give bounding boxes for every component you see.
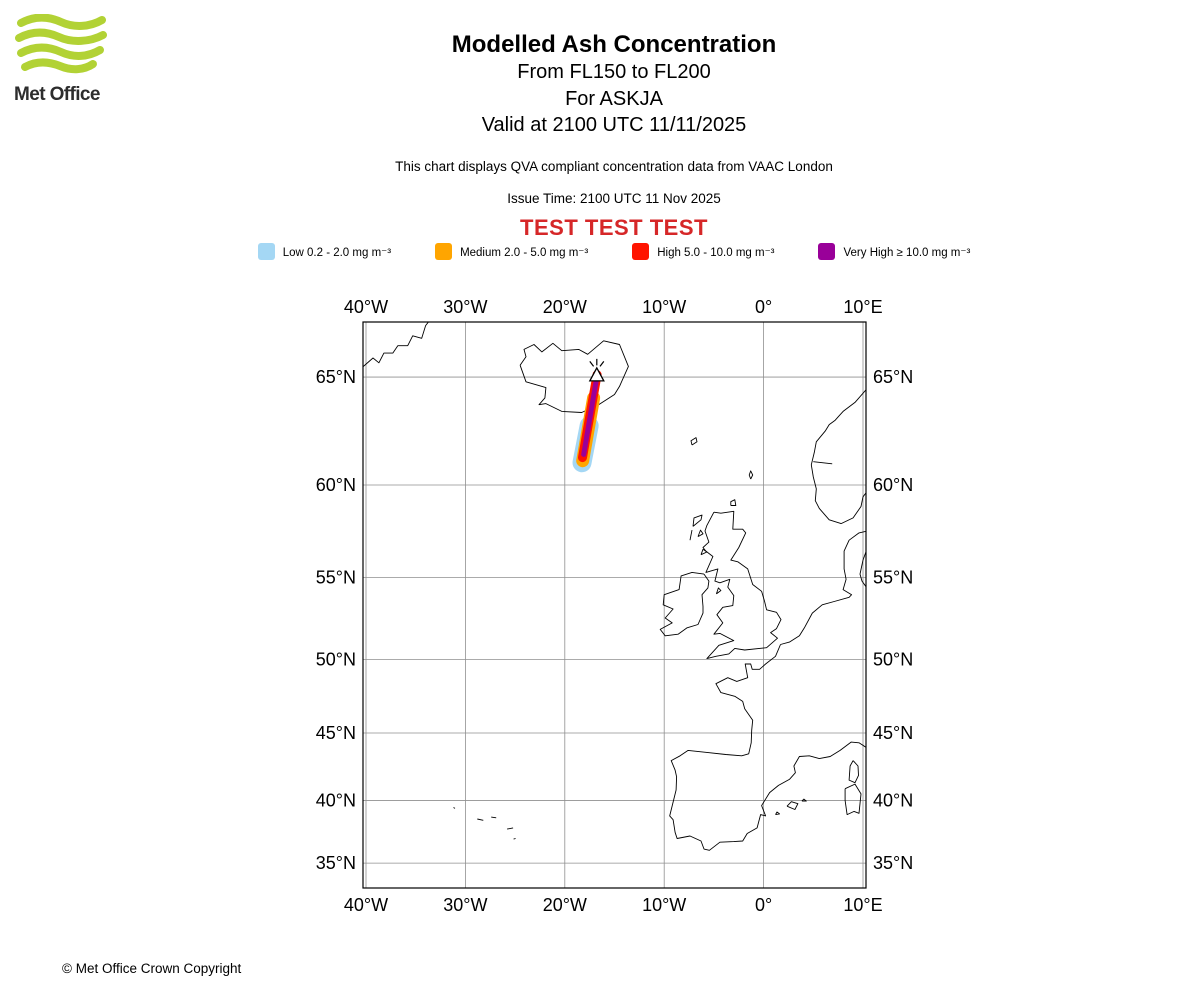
copyright-text: © Met Office Crown Copyright xyxy=(62,961,242,976)
latitude-label-left: 55°N xyxy=(316,568,356,588)
met-office-logo-icon xyxy=(15,13,107,74)
coastline xyxy=(477,818,484,821)
coastline xyxy=(669,644,866,851)
coastline xyxy=(844,783,862,816)
coastline xyxy=(848,760,859,784)
longitude-label-top: 40°W xyxy=(344,297,388,317)
met-office-logo: Met Office xyxy=(14,13,108,106)
latitude-label-right: 65°N xyxy=(873,367,913,387)
latitude-label-left: 65°N xyxy=(316,367,356,387)
longitude-label-bottom: 40°W xyxy=(344,895,388,915)
longitude-label-top: 30°W xyxy=(443,297,487,317)
latitude-label-right: 35°N xyxy=(873,853,913,873)
legend-swatch-low-icon xyxy=(257,243,275,260)
coastline xyxy=(692,514,703,527)
map-layers xyxy=(363,322,866,888)
longitude-label-top: 10°E xyxy=(843,297,882,317)
volcano-name-line: For ASKJA xyxy=(565,87,663,110)
latitude-label-right: 40°N xyxy=(873,790,913,810)
latitude-label-left: 60°N xyxy=(316,475,356,495)
legend: Low 0.2 - 2.0 mg m⁻³ Medium 2.0 - 5.0 mg… xyxy=(28,243,1200,260)
latitude-label-right: 45°N xyxy=(873,723,913,743)
legend-label-medium: Medium 2.0 - 5.0 mg m⁻³ xyxy=(460,246,589,259)
ash-plume-very-high xyxy=(581,375,600,457)
test-banner: TEST TEST TEST xyxy=(520,214,708,240)
latitude-label-right: 60°N xyxy=(873,475,913,495)
coastline xyxy=(507,827,514,830)
legend-label-low: Low 0.2 - 2.0 mg m⁻³ xyxy=(282,246,392,259)
latitude-label-left: 35°N xyxy=(316,853,356,873)
legend-swatch-medium-icon xyxy=(435,243,453,260)
valid-time-line: Valid at 2100 UTC 11/11/2025 xyxy=(481,114,747,136)
latitude-label-left: 50°N xyxy=(316,649,356,669)
volcano-marker-icon xyxy=(588,358,605,382)
coastline xyxy=(748,470,754,480)
legend-item-high: High 5.0 - 10.0 mg m⁻³ xyxy=(632,243,774,260)
qva-compliance-note: This chart displays QVA compliant concen… xyxy=(395,158,833,174)
coastline xyxy=(780,530,866,645)
coastline xyxy=(697,529,704,537)
coastline xyxy=(859,550,866,588)
issue-time-line: Issue Time: 2100 UTC 11 Nov 2025 xyxy=(507,190,721,206)
longitude-label-bottom: 10°E xyxy=(843,895,882,915)
longitude-label-top: 10°W xyxy=(642,297,686,317)
latitude-label-right: 50°N xyxy=(873,649,913,669)
legend-swatch-very-high-icon xyxy=(818,243,836,260)
flight-levels-line: From FL150 to FL200 xyxy=(517,61,711,83)
legend-swatch-high-icon xyxy=(632,243,650,260)
latitude-label-left: 40°N xyxy=(316,790,356,810)
longitude-label-bottom: 0° xyxy=(755,895,772,915)
longitude-label-bottom: 20°W xyxy=(543,895,587,915)
coastline xyxy=(786,801,799,810)
chart-header: Modelled Ash Concentration From FL150 to… xyxy=(28,31,1200,241)
chart-title: Modelled Ash Concentration xyxy=(451,31,777,58)
coastline xyxy=(730,499,737,506)
latitude-label-left: 45°N xyxy=(316,723,356,743)
map-frame xyxy=(362,321,867,889)
coastline xyxy=(363,322,429,368)
coastline xyxy=(690,437,698,446)
legend-item-medium: Medium 2.0 - 5.0 mg m⁻³ xyxy=(435,243,588,260)
legend-label-very-high: Very High ≥ 10.0 mg m⁻³ xyxy=(843,246,971,259)
longitude-label-top: 0° xyxy=(755,297,772,317)
coastline xyxy=(700,548,708,556)
coastline xyxy=(513,838,516,840)
longitude-label-top: 20°W xyxy=(543,297,587,317)
coastline xyxy=(659,571,710,637)
coastline xyxy=(775,811,780,816)
coastline xyxy=(813,461,833,465)
coastline xyxy=(519,340,629,413)
met-office-logo-text: Met Office xyxy=(14,84,100,105)
legend-item-low: Low 0.2 - 2.0 mg m⁻³ xyxy=(257,243,392,260)
coastline xyxy=(810,389,866,525)
coastline xyxy=(689,530,693,541)
coastline xyxy=(801,798,807,802)
longitude-label-bottom: 30°W xyxy=(443,895,487,915)
longitude-label-bottom: 10°W xyxy=(642,895,686,915)
coastline xyxy=(491,816,497,819)
legend-item-very-high: Very High ≥ 10.0 mg m⁻³ xyxy=(818,243,970,260)
latitude-label-right: 55°N xyxy=(873,568,913,588)
coastline xyxy=(453,807,456,809)
coastline xyxy=(702,510,782,660)
coastline xyxy=(715,587,722,595)
legend-label-high: High 5.0 - 10.0 mg m⁻³ xyxy=(657,246,775,259)
